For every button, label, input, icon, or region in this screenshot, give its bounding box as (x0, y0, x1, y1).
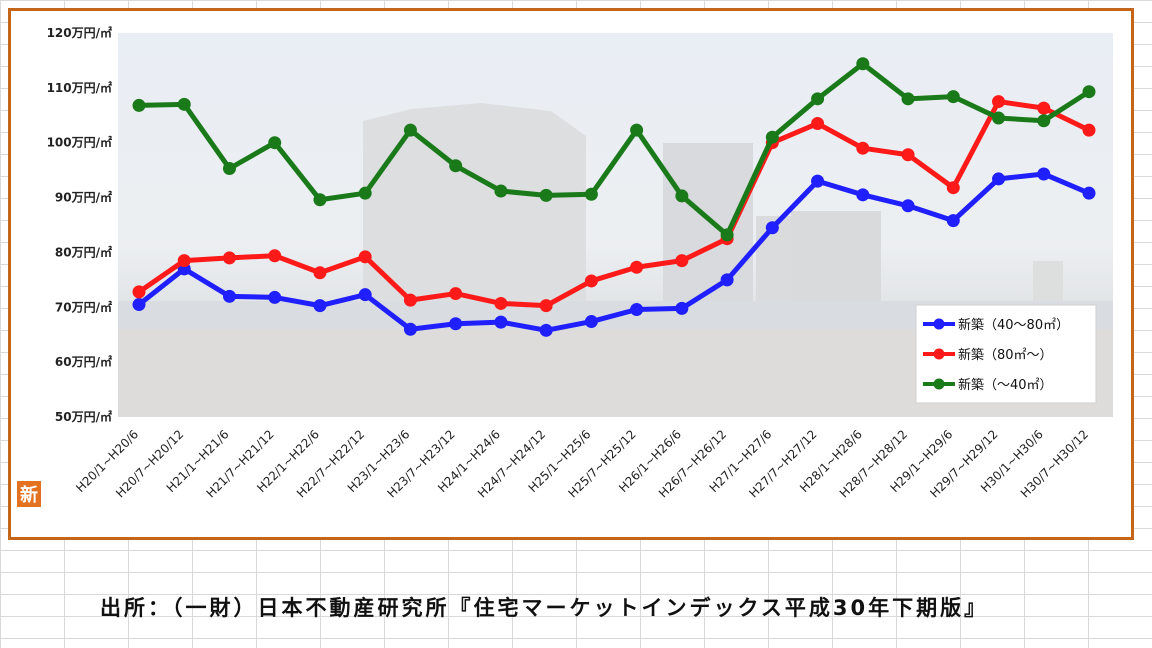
data-point (539, 323, 553, 337)
series-layer (132, 57, 1096, 337)
data-point (1082, 123, 1096, 137)
data-point (132, 298, 146, 312)
data-point (720, 228, 734, 242)
data-point (539, 299, 553, 313)
data-point (811, 92, 825, 106)
data-point (1082, 186, 1096, 200)
data-point (358, 288, 372, 302)
svg-text:新: 新 (20, 484, 38, 506)
data-point (811, 174, 825, 188)
legend-label: 新築（40～80㎡） (958, 317, 1069, 333)
data-point (675, 254, 689, 268)
new-badge: 新 (17, 481, 41, 507)
data-point (313, 299, 327, 313)
data-point (403, 293, 417, 307)
data-point (856, 188, 870, 202)
data-point (1037, 101, 1051, 115)
source-note: 出所：（一財）日本不動産研究所『住宅マーケットインデックス平成30年下期版』 (100, 596, 989, 620)
legend-label: 新築（～40㎡） (958, 377, 1053, 393)
data-point (675, 301, 689, 315)
data-point (765, 221, 779, 235)
data-point (449, 317, 463, 331)
data-point (268, 136, 282, 150)
data-point (268, 249, 282, 263)
data-point (494, 315, 508, 329)
data-point (630, 260, 644, 274)
legend-label: 新築（80㎡～） (958, 347, 1053, 363)
y-tick-label: 60万円/㎡ (55, 354, 112, 369)
y-tick-label: 80万円/㎡ (55, 244, 112, 259)
chart-frame: 50万円/㎡ 60万円/㎡ 70万円/㎡ 80万円/㎡ 90万円/㎡ 100万円/㎡ 110… (8, 8, 1134, 540)
data-point (901, 199, 915, 213)
data-point (539, 188, 553, 202)
data-point (584, 315, 598, 329)
data-point (856, 57, 870, 71)
series-line (138, 61, 1091, 238)
data-point (1037, 167, 1051, 181)
legend-swatch-marker (933, 318, 945, 330)
series-line (137, 171, 1090, 333)
data-point (901, 148, 915, 162)
x-axis: H20/1~H20/6H20/7~H20/12H21/1~H21/6H21/7~… (73, 427, 1091, 500)
y-tick-label: 110万円/㎡ (47, 80, 112, 95)
data-point (675, 189, 689, 203)
data-point (992, 95, 1006, 109)
data-point (132, 98, 146, 112)
data-point (946, 214, 960, 228)
series-line (137, 99, 1091, 309)
data-point (811, 117, 825, 131)
data-point (358, 186, 372, 200)
data-point (403, 322, 417, 336)
data-point (449, 287, 463, 301)
y-axis: 50万円/㎡ 60万円/㎡ 70万円/㎡ 80万円/㎡ 90万円/㎡ 100万円/㎡ 110… (47, 25, 112, 424)
data-point (313, 266, 327, 280)
data-point (630, 123, 644, 137)
data-point (901, 92, 915, 106)
data-point (222, 289, 236, 303)
data-point (1037, 114, 1051, 128)
data-point (720, 273, 734, 287)
y-tick-label: 50万円/㎡ (55, 409, 112, 424)
data-point (222, 161, 236, 175)
data-point (449, 159, 463, 173)
y-tick-label: 70万円/㎡ (55, 299, 112, 314)
data-point (494, 184, 508, 198)
data-point (222, 251, 236, 265)
data-point (992, 172, 1006, 186)
data-point (177, 97, 191, 111)
legend: 新築（40～80㎡） 新築（80㎡～） 新築（～40㎡） (915, 304, 1097, 404)
y-tick-label: 120万円/㎡ (47, 25, 112, 40)
y-tick-label: 100万円/㎡ (47, 135, 112, 150)
legend-swatch-marker (933, 378, 945, 390)
data-point (856, 141, 870, 155)
data-point (765, 130, 779, 144)
series-2 (132, 57, 1096, 242)
data-point (177, 254, 191, 268)
data-point (630, 302, 644, 316)
data-point (132, 285, 146, 299)
series-0 (132, 167, 1096, 337)
data-point (268, 290, 282, 304)
data-point (992, 111, 1006, 125)
data-point (946, 181, 960, 195)
data-point (403, 123, 417, 137)
series-1 (132, 95, 1096, 313)
data-point (358, 250, 372, 264)
data-point (946, 90, 960, 104)
data-point (584, 274, 598, 288)
line-chart: 50万円/㎡ 60万円/㎡ 70万円/㎡ 80万円/㎡ 90万円/㎡ 100万円/㎡ 110… (17, 25, 1113, 507)
data-point (313, 193, 327, 207)
data-point (1082, 85, 1096, 99)
data-point (494, 296, 508, 310)
data-point (584, 187, 598, 201)
y-tick-label: 90万円/㎡ (55, 190, 112, 205)
legend-swatch-marker (933, 348, 945, 360)
